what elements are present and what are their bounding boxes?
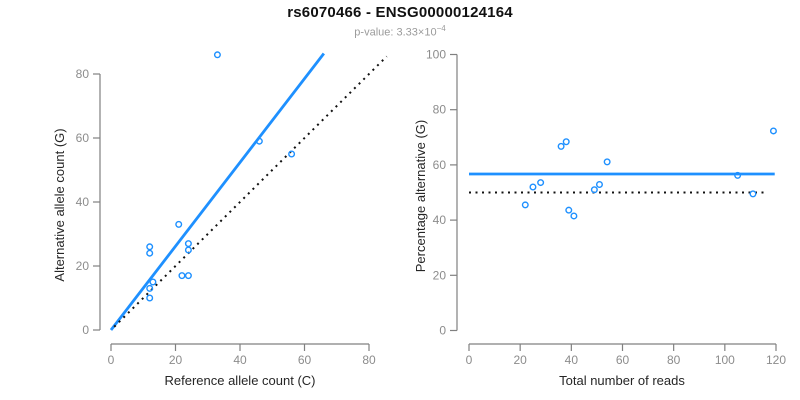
data-point xyxy=(146,243,154,251)
data-point xyxy=(565,206,573,214)
data-point xyxy=(184,240,192,248)
fit-line xyxy=(109,52,325,331)
right-y-axis-label: Percentage alternative (G) xyxy=(413,120,428,272)
x-tick-label: 80 xyxy=(362,353,376,367)
data-point xyxy=(734,171,742,179)
y-tick-label: 60 xyxy=(76,131,90,145)
pvalue-label: p-value: xyxy=(354,26,397,39)
data-point xyxy=(149,278,157,286)
data-point xyxy=(749,190,757,198)
x-tick-label: 20 xyxy=(169,353,183,367)
data-point xyxy=(178,272,186,280)
data-point xyxy=(146,284,154,292)
right-x-axis-label: Total number of reads xyxy=(559,373,685,388)
data-point xyxy=(570,212,578,220)
data-point xyxy=(213,51,221,59)
x-tick-label: 40 xyxy=(565,353,579,367)
data-point xyxy=(146,249,154,257)
data-point xyxy=(521,201,529,209)
x-tick-label: 120 xyxy=(766,353,786,367)
left-x-axis-label: Reference allele count (C) xyxy=(164,373,315,388)
identity-line xyxy=(113,55,388,328)
x-tick-label: 60 xyxy=(616,353,630,367)
data-point xyxy=(529,183,537,191)
x-tick-label: 40 xyxy=(233,353,247,367)
data-point xyxy=(184,246,192,254)
data-point xyxy=(769,127,777,135)
x-tick-label: 0 xyxy=(466,353,473,367)
y-tick-label: 20 xyxy=(76,259,90,273)
y-tick-label: 60 xyxy=(433,158,447,172)
x-tick-label: 0 xyxy=(108,353,115,367)
data-point xyxy=(537,179,545,187)
figure-header: rs6070466 - ENSG00000124164 p-value: 3.3… xyxy=(0,4,800,39)
figure-title: rs6070466 - ENSG00000124164 xyxy=(287,4,513,21)
figure-subtitle: p-value: 3.33×10−4 xyxy=(0,24,800,39)
y-tick-label: 0 xyxy=(439,324,446,338)
x-tick-label: 80 xyxy=(667,353,681,367)
y-tick-label: 0 xyxy=(82,323,89,337)
y-tick-label: 20 xyxy=(433,268,447,282)
left-y-axis-label: Alternative allele count (G) xyxy=(52,128,67,281)
data-point xyxy=(288,150,296,158)
data-point xyxy=(175,220,183,228)
data-point xyxy=(595,180,603,188)
x-tick-label: 100 xyxy=(715,353,735,367)
x-tick-label: 20 xyxy=(513,353,527,367)
y-tick-label: 80 xyxy=(76,67,90,81)
data-point xyxy=(557,142,565,150)
data-point xyxy=(603,158,611,166)
x-tick-label: 60 xyxy=(298,353,312,367)
y-tick-label: 40 xyxy=(76,195,90,209)
data-point xyxy=(146,294,154,302)
y-tick-label: 100 xyxy=(426,48,446,62)
y-tick-label: 80 xyxy=(433,103,447,117)
data-point xyxy=(590,186,598,194)
data-point xyxy=(255,137,263,145)
data-point xyxy=(184,272,192,280)
y-tick-label: 40 xyxy=(433,213,447,227)
pvalue-value: 3.33×10 xyxy=(396,26,437,39)
data-point xyxy=(562,138,570,146)
pvalue-exponent: −4 xyxy=(436,24,446,33)
